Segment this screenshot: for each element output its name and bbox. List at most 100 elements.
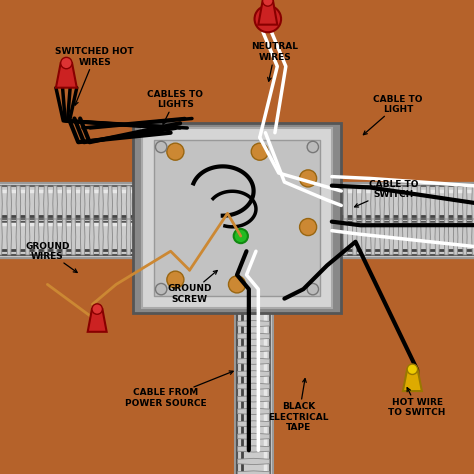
Polygon shape (117, 219, 122, 255)
Polygon shape (7, 219, 11, 255)
Polygon shape (90, 219, 94, 255)
Circle shape (228, 276, 246, 293)
Polygon shape (325, 186, 329, 222)
Polygon shape (56, 63, 77, 88)
Polygon shape (71, 186, 76, 222)
Circle shape (300, 170, 317, 187)
Polygon shape (417, 186, 421, 222)
Circle shape (155, 141, 167, 153)
Polygon shape (237, 471, 270, 474)
Polygon shape (237, 421, 270, 427)
Polygon shape (99, 186, 103, 222)
Polygon shape (126, 219, 131, 255)
Polygon shape (362, 186, 366, 222)
Polygon shape (0, 219, 2, 255)
Polygon shape (408, 186, 412, 222)
Polygon shape (325, 219, 329, 255)
Circle shape (234, 229, 248, 243)
Text: CABLE TO
SWITCH: CABLE TO SWITCH (355, 180, 418, 207)
Text: HOT WIRE
TO SWITCH: HOT WIRE TO SWITCH (388, 388, 446, 417)
Polygon shape (44, 219, 48, 255)
Polygon shape (53, 219, 57, 255)
Polygon shape (334, 186, 338, 222)
Polygon shape (237, 295, 270, 302)
Polygon shape (343, 186, 348, 222)
Polygon shape (237, 308, 270, 314)
Text: GROUND
SCREW: GROUND SCREW (167, 271, 217, 303)
Polygon shape (417, 219, 421, 255)
Polygon shape (16, 186, 21, 222)
Polygon shape (453, 186, 458, 222)
Polygon shape (53, 186, 57, 222)
Polygon shape (371, 219, 375, 255)
Polygon shape (237, 458, 270, 465)
Polygon shape (117, 186, 122, 222)
Polygon shape (472, 219, 474, 255)
Polygon shape (435, 186, 439, 222)
Polygon shape (408, 219, 412, 255)
Text: CABLES TO
LIGHTS: CABLES TO LIGHTS (147, 90, 203, 124)
Polygon shape (352, 219, 357, 255)
Circle shape (263, 0, 273, 6)
Polygon shape (136, 219, 140, 255)
Polygon shape (444, 219, 449, 255)
Polygon shape (25, 219, 30, 255)
Polygon shape (237, 396, 270, 402)
Polygon shape (237, 383, 270, 390)
Polygon shape (237, 433, 270, 439)
Text: GROUND
WIRES: GROUND WIRES (25, 242, 77, 273)
Polygon shape (237, 346, 270, 352)
Polygon shape (108, 186, 112, 222)
Polygon shape (398, 186, 403, 222)
Polygon shape (81, 219, 85, 255)
Polygon shape (62, 219, 66, 255)
Circle shape (61, 57, 72, 69)
Polygon shape (389, 219, 393, 255)
Polygon shape (108, 219, 112, 255)
Polygon shape (426, 219, 430, 255)
Polygon shape (35, 219, 39, 255)
Polygon shape (145, 219, 149, 255)
Circle shape (167, 271, 184, 288)
Circle shape (407, 364, 418, 374)
Polygon shape (334, 219, 338, 255)
Circle shape (307, 283, 319, 295)
Polygon shape (237, 408, 270, 414)
Circle shape (307, 141, 319, 153)
Bar (142, 128, 332, 308)
Polygon shape (0, 186, 2, 222)
Polygon shape (237, 333, 270, 339)
Circle shape (300, 219, 317, 236)
Polygon shape (136, 186, 140, 222)
Polygon shape (237, 371, 270, 377)
Polygon shape (126, 186, 131, 222)
Circle shape (155, 283, 167, 295)
Polygon shape (16, 219, 21, 255)
Polygon shape (237, 358, 270, 365)
Bar (154, 140, 320, 296)
Polygon shape (81, 186, 85, 222)
Polygon shape (7, 186, 11, 222)
Polygon shape (44, 186, 48, 222)
Polygon shape (99, 219, 103, 255)
Text: CABLE FROM
POWER SOURCE: CABLE FROM POWER SOURCE (125, 371, 233, 408)
Polygon shape (145, 186, 149, 222)
Polygon shape (258, 1, 277, 25)
Polygon shape (463, 186, 467, 222)
Polygon shape (371, 186, 375, 222)
Text: BLACK
ELECTRICAL
TAPE: BLACK ELECTRICAL TAPE (268, 379, 329, 432)
Text: SWITCHED HOT
WIRES: SWITCHED HOT WIRES (55, 47, 134, 105)
Polygon shape (444, 186, 449, 222)
Polygon shape (426, 186, 430, 222)
Polygon shape (453, 219, 458, 255)
Polygon shape (398, 219, 403, 255)
Polygon shape (435, 219, 439, 255)
Polygon shape (237, 446, 270, 452)
Bar (133, 123, 341, 313)
Polygon shape (62, 186, 66, 222)
Polygon shape (463, 219, 467, 255)
Polygon shape (71, 219, 76, 255)
Text: CABLE TO
LIGHT: CABLE TO LIGHT (364, 95, 423, 135)
Circle shape (167, 143, 184, 160)
Polygon shape (472, 186, 474, 222)
